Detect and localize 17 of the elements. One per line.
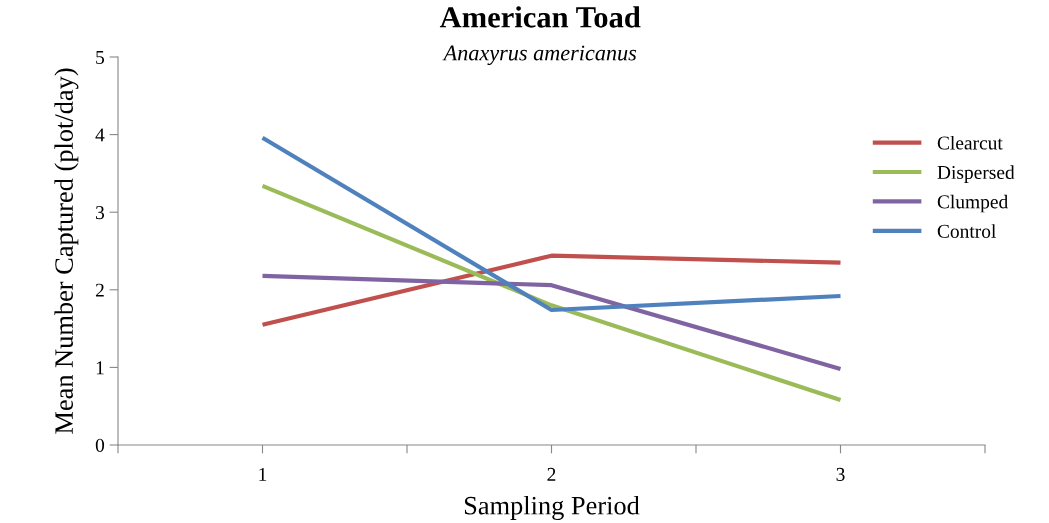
x-tick-label: 1 [259,467,267,481]
x-tick-label: 2 [547,467,556,481]
y-tick-label: 3 [96,206,105,220]
legend-label: Clearcut [937,135,1003,150]
chart-title: American Toad [439,6,641,28]
y-axis-title: Mean Number Captured (plot/day) [54,68,79,434]
chart-subtitle: Anaxyrus americanus [442,45,637,66]
y-tick-label: 0 [95,438,105,452]
legend-label: Dispersed [937,165,1015,183]
legend-label: Clumped [937,194,1008,213]
x-tick-label: 3 [836,467,845,481]
y-tick-label: 4 [95,128,105,142]
y-tick-label: 2 [95,283,104,297]
x-axis-title: Sampling Period [464,495,640,520]
legend-label: Control [937,224,996,238]
y-tick-label: 1 [96,361,104,375]
y-tick-label: 5 [96,51,105,64]
